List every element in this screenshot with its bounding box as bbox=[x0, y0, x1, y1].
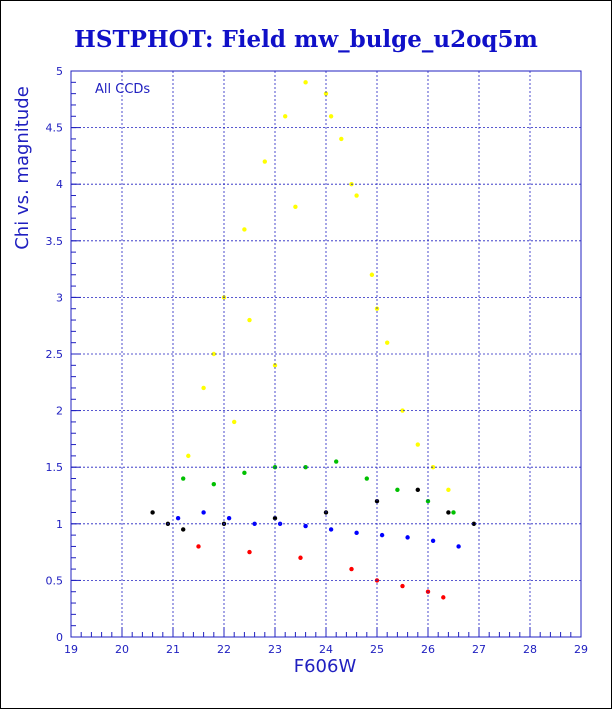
chart-annotation: All CCDs bbox=[95, 82, 150, 97]
data-point bbox=[446, 510, 451, 515]
data-point bbox=[339, 136, 344, 142]
data-point bbox=[354, 530, 359, 536]
x-tick-label: 21 bbox=[166, 643, 180, 656]
data-point bbox=[211, 481, 216, 487]
data-point bbox=[232, 419, 237, 425]
data-point bbox=[196, 544, 201, 549]
data-point bbox=[303, 465, 308, 470]
data-point bbox=[430, 465, 436, 470]
data-point bbox=[323, 91, 329, 96]
x-tick-label: 23 bbox=[268, 643, 282, 656]
y-tick-label: 0 bbox=[56, 631, 63, 644]
data-point bbox=[456, 544, 461, 549]
data-point bbox=[201, 385, 206, 391]
data-point bbox=[451, 510, 456, 515]
data-point bbox=[186, 453, 191, 459]
x-tick-label: 19 bbox=[64, 643, 78, 656]
data-point bbox=[446, 487, 451, 493]
data-point bbox=[415, 487, 420, 493]
data-point bbox=[150, 510, 155, 515]
x-tick-label: 24 bbox=[319, 643, 333, 656]
data-point bbox=[369, 272, 375, 277]
data-point bbox=[349, 566, 354, 572]
data-point bbox=[328, 114, 334, 119]
data-point bbox=[247, 549, 252, 555]
data-point bbox=[175, 515, 181, 521]
data-point bbox=[211, 351, 216, 357]
data-point bbox=[415, 442, 420, 447]
data-point bbox=[201, 510, 206, 515]
data-point bbox=[354, 193, 359, 198]
data-point bbox=[303, 523, 308, 529]
x-tick-label: 22 bbox=[217, 643, 231, 656]
x-tick-label: 20 bbox=[115, 643, 129, 656]
data-point bbox=[226, 515, 232, 521]
y-tick-label: 3 bbox=[56, 291, 63, 304]
grid-lines bbox=[71, 71, 581, 637]
y-tick-label: 2.5 bbox=[46, 348, 64, 361]
data-point bbox=[374, 498, 380, 504]
x-tick-label: 28 bbox=[523, 643, 537, 656]
data-point bbox=[262, 159, 267, 164]
data-points bbox=[150, 80, 477, 600]
data-point bbox=[395, 487, 400, 493]
data-point bbox=[242, 470, 247, 476]
data-point bbox=[425, 498, 431, 504]
y-tick-label: 0.5 bbox=[46, 574, 64, 587]
data-point bbox=[379, 532, 385, 538]
y-tick-label: 1.5 bbox=[46, 461, 64, 474]
data-point bbox=[181, 476, 186, 481]
data-point bbox=[364, 476, 369, 481]
data-point bbox=[334, 459, 339, 464]
data-point bbox=[247, 317, 252, 323]
data-point bbox=[272, 363, 278, 368]
y-tick-label: 2 bbox=[56, 405, 63, 418]
data-point bbox=[252, 521, 257, 526]
data-point bbox=[181, 527, 186, 532]
y-tick-label: 4.5 bbox=[46, 122, 64, 135]
y-axis-label: Chi vs. magnitude bbox=[12, 86, 33, 250]
data-point bbox=[242, 227, 247, 232]
data-point bbox=[400, 408, 405, 413]
x-tick-label: 26 bbox=[421, 643, 435, 656]
y-tick-label: 4 bbox=[56, 178, 63, 191]
data-point bbox=[272, 515, 278, 521]
y-axis-ticks: 0 0.5 1 1.5 2 2.5 3 3.5 4 4.5 5 bbox=[46, 65, 81, 644]
data-point bbox=[298, 555, 303, 560]
y-tick-label: 5 bbox=[56, 65, 63, 78]
x-axis-ticks: 19 20 21 22 23 24 25 26 27 28 29 bbox=[64, 627, 588, 656]
y-tick-label: 1 bbox=[56, 518, 63, 531]
x-axis-label: F606W bbox=[294, 656, 357, 677]
data-point bbox=[430, 538, 436, 543]
y-tick-label: 3.5 bbox=[46, 235, 64, 248]
chart-title: HSTPHOT: Field mw_bulge_u2oq5m bbox=[74, 26, 538, 53]
data-point bbox=[283, 114, 288, 119]
data-point bbox=[441, 595, 446, 600]
x-tick-label: 25 bbox=[370, 643, 384, 656]
data-point bbox=[303, 80, 308, 85]
data-point bbox=[385, 340, 390, 345]
data-point bbox=[328, 527, 334, 532]
data-point bbox=[400, 583, 405, 589]
data-point bbox=[471, 521, 477, 526]
data-point bbox=[293, 204, 298, 210]
x-tick-label: 29 bbox=[574, 643, 588, 656]
x-tick-label: 27 bbox=[472, 643, 486, 656]
data-point bbox=[405, 535, 410, 540]
